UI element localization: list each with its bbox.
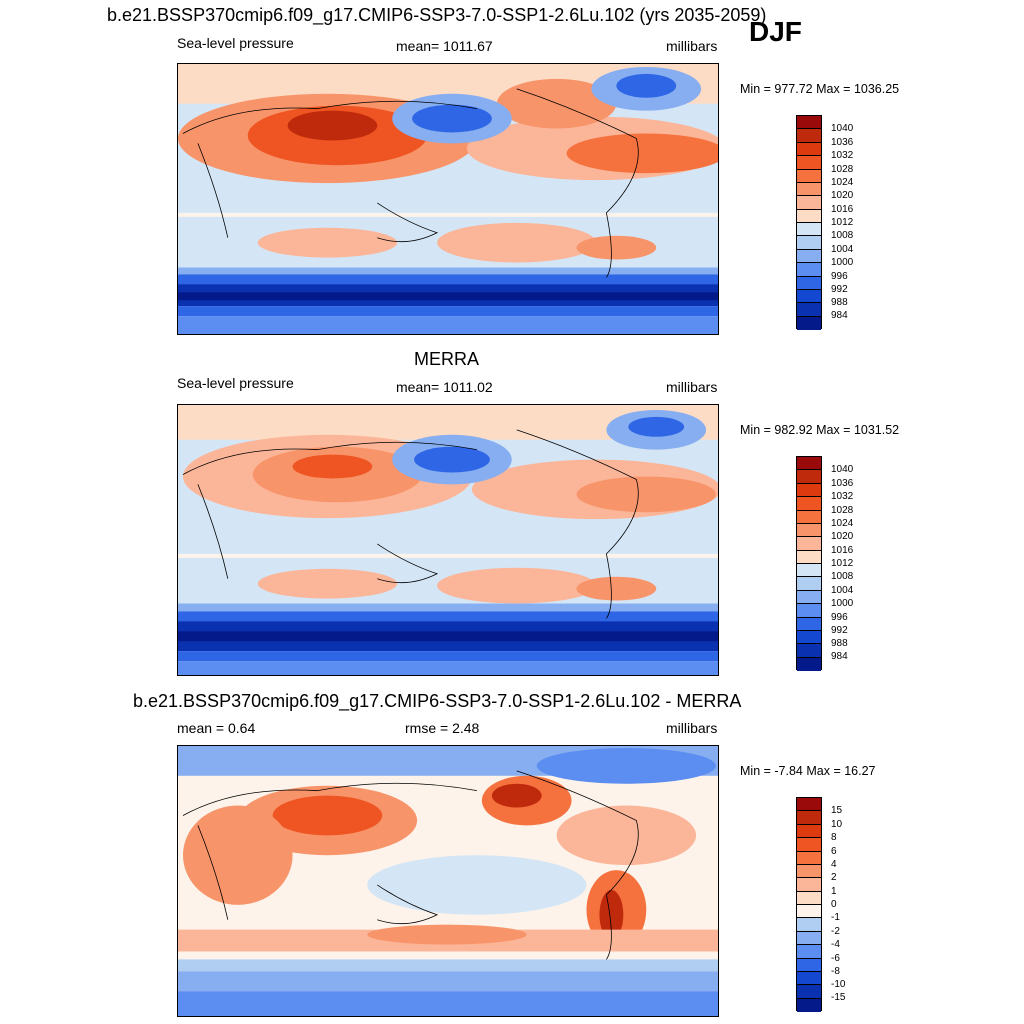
panel1-mean-label: mean= 1011.67	[396, 38, 493, 54]
colorbar-tick-label: 996	[831, 271, 848, 282]
colorbar-tick-label: 992	[831, 284, 848, 295]
panel1-variable-label: Sea-level pressure	[177, 35, 294, 51]
colorbar-tick-label: 1012	[831, 217, 854, 228]
panel2-units-label: millibars	[666, 379, 718, 395]
panel1-map	[177, 63, 719, 335]
panel2-title: MERRA	[414, 349, 480, 369]
colorbar-tick-label: 1016	[831, 204, 854, 215]
panel1-minmax: Min = 977.72 Max = 1036.25	[740, 82, 900, 96]
colorbar-tick-label: 1032	[831, 150, 854, 161]
colorbar-tick-label: 988	[831, 638, 848, 649]
panel2-colorbar	[796, 456, 822, 671]
panel1-colorbar	[796, 115, 822, 330]
colorbar-tick-label: -8	[831, 966, 840, 977]
panel3-units-label: millibars	[666, 720, 718, 736]
panel2-variable-label: Sea-level pressure	[177, 375, 294, 391]
colorbar-tick-label: 1032	[831, 491, 854, 502]
colorbar-tick-label: 1012	[831, 558, 854, 569]
colorbar-tick-label: 1024	[831, 177, 854, 188]
panel1-map-svg	[178, 64, 718, 334]
colorbar-tick-label: 1028	[831, 505, 854, 516]
colorbar-tick-label: 15	[831, 805, 843, 816]
panel2-mean-label: mean= 1011.02	[396, 379, 493, 395]
panel2-minmax: Min = 982.92 Max = 1031.52	[740, 423, 900, 437]
colorbar-tick-label: 1036	[831, 137, 854, 148]
colorbar-tick-label: -1	[831, 912, 840, 923]
panel3-title: b.e21.BSSP370cmip6.f09_g17.CMIP6-SSP3-7.…	[133, 691, 742, 711]
colorbar-tick-label: 1000	[831, 598, 854, 609]
colorbar-tick-label: 1020	[831, 531, 854, 542]
colorbar-tick-label: 984	[831, 310, 848, 321]
panel1-title: b.e21.BSSP370cmip6.f09_g17.CMIP6-SSP3-7.…	[107, 5, 767, 25]
colorbar-tick-label: 1040	[831, 123, 854, 134]
season-label: DJF	[749, 16, 802, 47]
panel3-rmse-label: rmse = 2.48	[405, 720, 480, 736]
panel3-colorbar	[796, 797, 822, 1012]
colorbar-tick-label: -10	[831, 979, 846, 990]
colorbar-tick-label: 10	[831, 819, 843, 830]
colorbar-tick-label: 1008	[831, 571, 854, 582]
panel2-map	[177, 404, 719, 676]
colorbar-tick-label: 1008	[831, 230, 854, 241]
colorbar-tick-label: 1020	[831, 190, 854, 201]
colorbar-tick-label: 1016	[831, 545, 854, 556]
colorbar-tick-label: 1024	[831, 518, 854, 529]
colorbar-tick-label: -2	[831, 926, 840, 937]
colorbar-tick-label: 988	[831, 297, 848, 308]
colorbar-tick-label: 992	[831, 625, 848, 636]
colorbar-tick-label: 1000	[831, 257, 854, 268]
colorbar-tick-label: 4	[831, 859, 837, 870]
colorbar-tick-label: 1004	[831, 585, 854, 596]
colorbar-tick-label: 2	[831, 872, 837, 883]
colorbar-tick-label: 1028	[831, 164, 854, 175]
panel3-minmax: Min = -7.84 Max = 16.27	[740, 764, 876, 778]
panel1-units-label: millibars	[666, 38, 718, 54]
colorbar-tick-label: 8	[831, 832, 837, 843]
panel3-map	[177, 745, 719, 1017]
colorbar-tick-label: 996	[831, 612, 848, 623]
colorbar-tick-label: 1004	[831, 244, 854, 255]
panel3-map-svg	[178, 746, 718, 1016]
colorbar-tick-label: 1	[831, 886, 837, 897]
colorbar-tick-label: 0	[831, 899, 837, 910]
colorbar-tick-label: 984	[831, 651, 848, 662]
colorbar-tick-label: -6	[831, 953, 840, 964]
colorbar-tick-label: -15	[831, 992, 846, 1003]
colorbar-tick-label: 6	[831, 846, 837, 857]
colorbar-tick-label: -4	[831, 939, 840, 950]
panel3-mean-label: mean = 0.64	[177, 720, 256, 736]
colorbar-tick-label: 1040	[831, 464, 854, 475]
colorbar-tick-label: 1036	[831, 478, 854, 489]
panel2-map-svg	[178, 405, 718, 675]
